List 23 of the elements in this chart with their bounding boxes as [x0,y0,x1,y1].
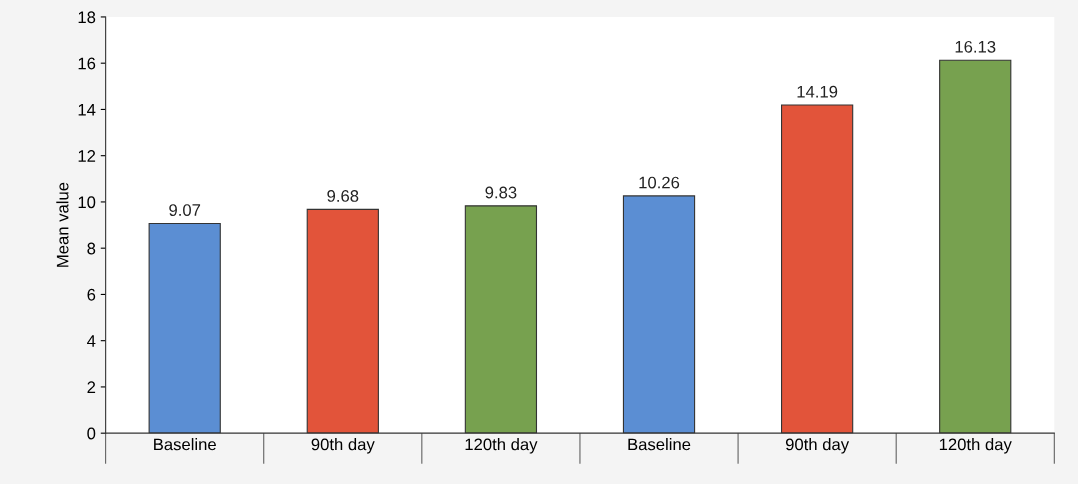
data-label: 9.83 [485,186,517,199]
data-label: 14.19 [797,85,838,98]
y-tick-label: 0 [87,427,96,440]
y-tick-label: 8 [87,242,96,255]
y-tick-label: 18 [78,11,96,24]
data-label: 16.13 [955,40,996,53]
data-label: 9.07 [169,204,201,216]
y-tick-label: 16 [78,57,96,70]
x-tick-label: 120th day [939,438,1012,454]
y-tick-label: 14 [78,104,96,116]
x-tick-label: 90th day [785,438,850,454]
y-tick-label: 4 [87,335,96,347]
y-tick-label: 12 [78,150,96,162]
x-tick-label: Baseline [154,438,216,451]
y-tick-label: 6 [87,288,96,301]
x-tick-label: 90th day [311,438,375,454]
y-axis-title: Mean value [56,182,69,267]
x-tick-label: 120th day [465,438,538,454]
y-tick-label: 2 [87,381,96,393]
data-label: 9.68 [327,190,359,202]
y-tick-label: 10 [78,196,96,209]
data-label: 10.26 [639,176,680,189]
x-tick-label: Baseline [628,438,691,451]
